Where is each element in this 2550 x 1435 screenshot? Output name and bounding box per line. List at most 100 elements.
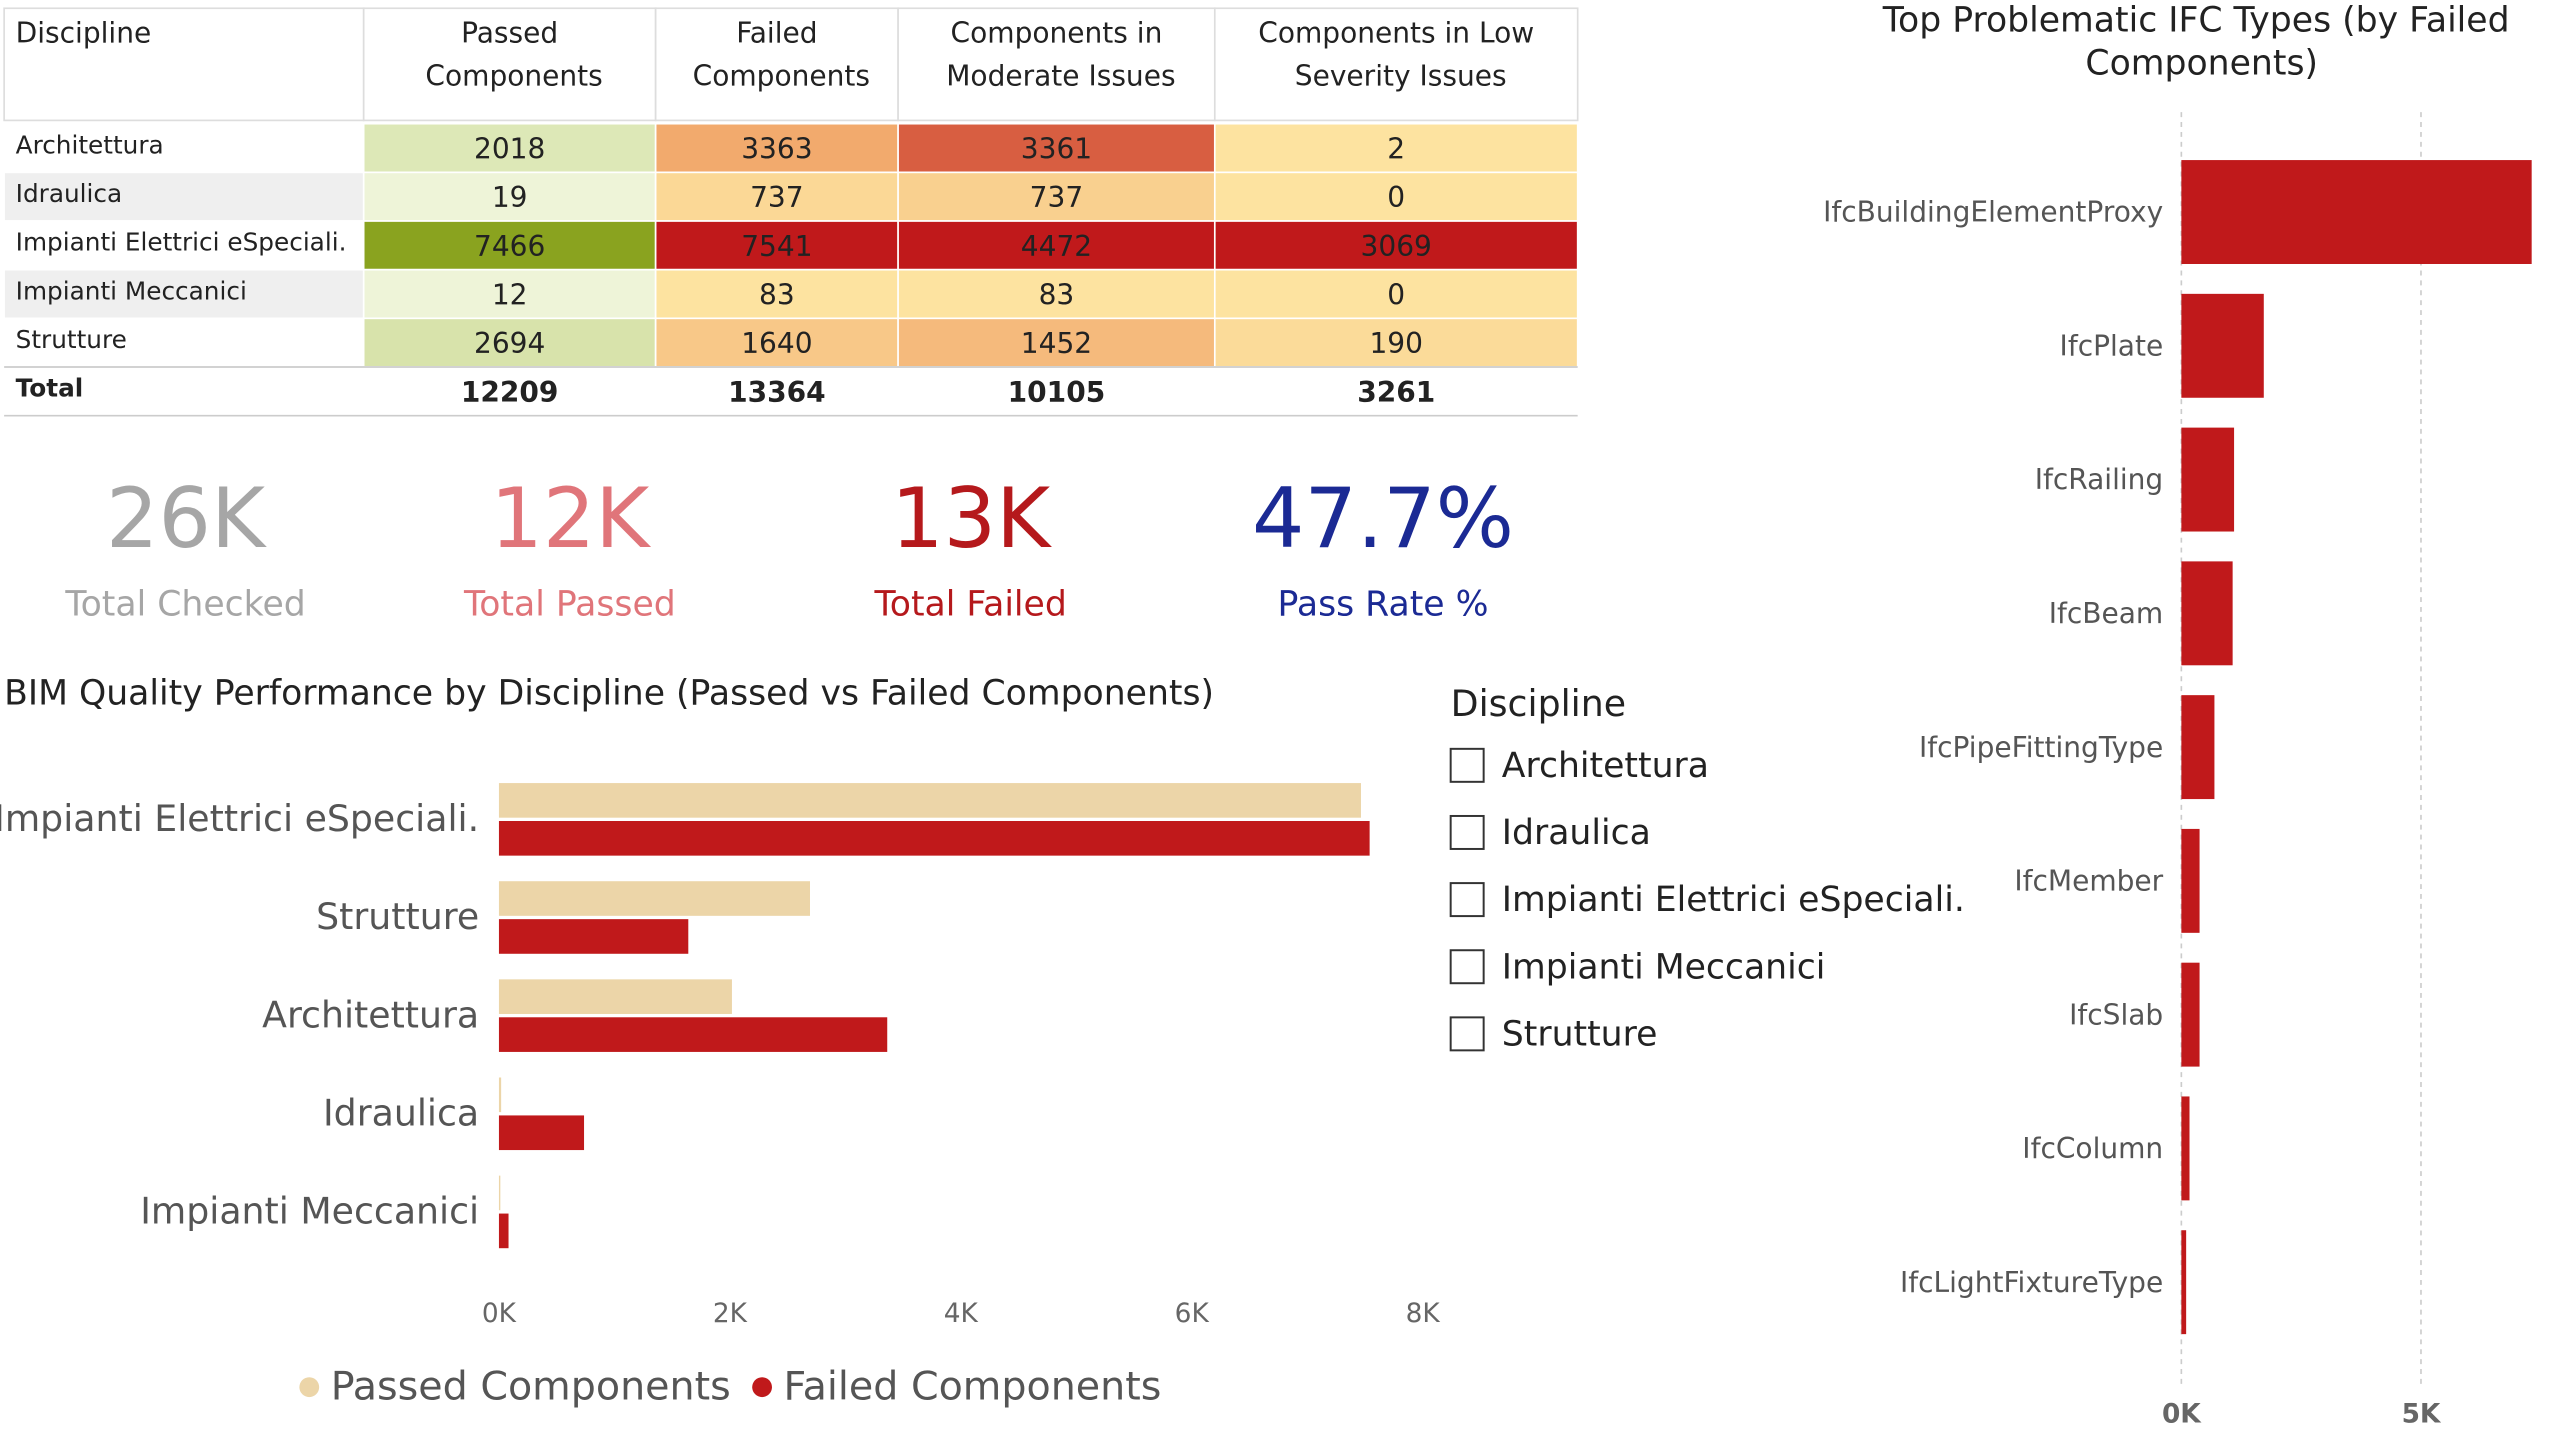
cell-value: 2018 xyxy=(474,133,545,166)
row-label: Idraulica xyxy=(16,179,123,208)
cell-value: 1452 xyxy=(1021,327,1092,360)
table-cell xyxy=(3,268,365,320)
bar xyxy=(498,881,810,916)
table-cell xyxy=(897,122,1216,174)
slicer-item[interactable]: Idraulica xyxy=(1502,813,1651,853)
row-label: Architettura xyxy=(16,130,164,159)
bar xyxy=(498,919,689,954)
bar xyxy=(2181,962,2200,1067)
cell-value: 190 xyxy=(1369,327,1423,360)
bar xyxy=(498,1175,501,1211)
cell-value: 0 xyxy=(1387,278,1405,311)
cell-value: 1640 xyxy=(741,327,812,360)
x-tick-label: 4K xyxy=(944,1299,979,1329)
cell-value: 4472 xyxy=(1021,230,1092,263)
checkbox[interactable] xyxy=(1449,949,1485,985)
kpi-value: 13K xyxy=(891,471,1052,567)
table-cell xyxy=(1213,171,1579,222)
table-cell xyxy=(1213,220,1579,271)
bar xyxy=(2181,1230,2187,1335)
slicer-item[interactable]: Architettura xyxy=(1502,746,1709,786)
kpi-label: Total Failed xyxy=(874,584,1067,624)
checkbox[interactable] xyxy=(1449,882,1485,918)
cell-value: 2 xyxy=(1387,133,1405,166)
cell-value: 12 xyxy=(492,278,528,311)
checkbox[interactable] xyxy=(1449,814,1485,850)
bar xyxy=(2181,1096,2190,1201)
y-tick-label: IfcPlate xyxy=(2060,329,2164,362)
legend-label: Passed Components xyxy=(331,1363,731,1409)
y-tick-label: Strutture xyxy=(316,895,479,938)
checkbox[interactable] xyxy=(1449,1016,1485,1052)
cell-value: 7466 xyxy=(474,230,545,263)
header-cell xyxy=(897,7,1216,122)
cell-value: 83 xyxy=(1039,278,1075,311)
x-tick-label: 5K xyxy=(2402,1400,2442,1430)
cell-value: 3069 xyxy=(1361,230,1432,263)
chart-title: Top Problematic IFC Types (by Failed Com… xyxy=(1882,0,2510,83)
y-tick-label: Impianti Elettrici eSpeciali. xyxy=(0,797,479,840)
bar xyxy=(498,1115,585,1151)
slicer-item[interactable]: Impianti Meccanici xyxy=(1502,947,1826,987)
cell-value: 13364 xyxy=(728,376,826,409)
table-cell xyxy=(897,366,1216,417)
row-label: Impianti Meccanici xyxy=(16,276,247,305)
header-cell xyxy=(3,7,365,122)
column-header: Components in Low Severity Issues xyxy=(1258,17,1534,93)
table-cell xyxy=(1213,366,1579,417)
header-cell xyxy=(362,7,657,122)
bar xyxy=(2181,561,2233,666)
bar xyxy=(2181,293,2264,398)
y-tick-label: IfcSlab xyxy=(2069,998,2163,1031)
y-tick-label: IfcRailing xyxy=(2035,463,2164,496)
y-tick-label: Architettura xyxy=(262,993,479,1036)
cell-value: 737 xyxy=(750,181,804,214)
cell-value: 3261 xyxy=(1357,376,1435,409)
bar xyxy=(498,821,1370,856)
y-tick-label: IfcColumn xyxy=(2022,1132,2163,1165)
cell-value: 12209 xyxy=(461,376,559,409)
cell-value: 3363 xyxy=(741,133,812,166)
kpi-value: 26K xyxy=(106,471,267,567)
bar xyxy=(498,979,732,1014)
kpi-label: Total Passed xyxy=(463,584,676,624)
cell-value: 2694 xyxy=(474,327,545,360)
row-label: Strutture xyxy=(16,325,127,354)
table-cell xyxy=(654,171,899,222)
table-cell xyxy=(897,317,1216,368)
x-tick-label: 8K xyxy=(1406,1299,1441,1329)
row-label: Impianti Elettrici eSpeciali. xyxy=(16,228,347,257)
y-tick-label: IfcBeam xyxy=(2049,597,2164,630)
y-tick-label: Impianti Meccanici xyxy=(140,1190,479,1233)
kpi-label: Total Checked xyxy=(64,584,305,624)
bar xyxy=(498,1017,888,1052)
bar xyxy=(498,1213,509,1249)
bar xyxy=(2181,160,2532,264)
bar xyxy=(498,783,1361,818)
table-cell xyxy=(1213,317,1579,368)
cell-value: 3361 xyxy=(1021,133,1092,166)
legend-label: Failed Components xyxy=(784,1363,1162,1409)
cell-value: 19 xyxy=(492,181,528,214)
legend-marker xyxy=(752,1377,772,1398)
table-cell xyxy=(362,220,657,271)
table-cell xyxy=(654,122,899,174)
slicer-item[interactable]: Impianti Elettrici eSpeciali. xyxy=(1502,880,1965,920)
y-tick-label: IfcPipeFittingType xyxy=(1919,731,2163,764)
kpi-value: 47.7% xyxy=(1252,471,1514,567)
table-cell xyxy=(654,366,899,417)
table-cell xyxy=(1213,268,1579,320)
x-tick-label: 0K xyxy=(2162,1400,2202,1430)
kpi-value: 12K xyxy=(490,471,651,567)
y-tick-label: Idraulica xyxy=(323,1091,479,1134)
header-cell xyxy=(654,7,899,122)
slicer-item[interactable]: Strutture xyxy=(1502,1015,1658,1055)
table-cell xyxy=(362,122,657,174)
cell-value: 10105 xyxy=(1008,376,1106,409)
table-cell xyxy=(897,220,1216,271)
checkbox[interactable] xyxy=(1449,747,1485,783)
table-cell xyxy=(3,122,365,174)
bar xyxy=(2181,828,2200,933)
column-header: Discipline xyxy=(16,17,152,50)
bar xyxy=(2181,695,2215,800)
